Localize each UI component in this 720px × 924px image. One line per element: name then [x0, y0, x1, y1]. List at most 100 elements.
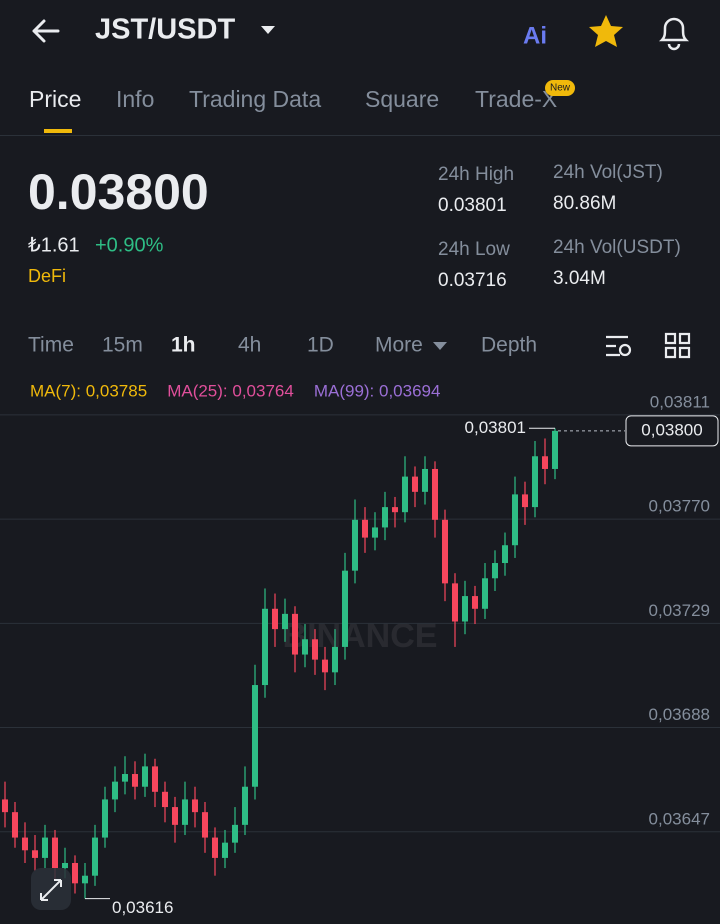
- candle-body: [102, 799, 108, 838]
- stat-value: 0.03801: [438, 195, 507, 216]
- candle-body: [532, 456, 538, 508]
- candle-body: [302, 639, 308, 655]
- candle-body: [372, 527, 378, 538]
- candle-body: [332, 646, 338, 673]
- tab[interactable]: Price: [29, 86, 81, 112]
- candle-body: [312, 639, 318, 660]
- candle-body: [482, 578, 488, 609]
- candle-body: [72, 862, 78, 884]
- candle-body: [522, 494, 528, 508]
- y-tick-label: 0,03770: [649, 497, 710, 516]
- candle-body: [22, 837, 28, 851]
- candle-body: [12, 812, 18, 838]
- y-tick-label: 0,03729: [649, 601, 710, 620]
- active-tab-indicator: [44, 129, 72, 133]
- back-button[interactable]: [32, 19, 60, 43]
- candle-body: [92, 837, 98, 876]
- candle-body: [112, 781, 118, 800]
- candle-body: [292, 613, 298, 655]
- favorite-star[interactable]: [589, 15, 623, 47]
- indicator-settings[interactable]: [606, 335, 628, 357]
- candle-body: [132, 774, 138, 787]
- candle-body: [512, 494, 518, 546]
- sector-tag[interactable]: DeFi: [28, 266, 66, 286]
- ma-legend: MA(99): 0,03694: [314, 381, 441, 400]
- candle-body: [542, 456, 548, 469]
- candle-body: [362, 519, 368, 538]
- candle-body: [252, 685, 258, 787]
- candlestick-chart: BINANCE0,038110,037700,037290,036880,036…: [0, 381, 720, 917]
- interval[interactable]: Depth: [481, 334, 537, 357]
- candle-body: [432, 468, 438, 520]
- divider: [0, 135, 720, 136]
- alert-bell[interactable]: [658, 17, 690, 51]
- candle-body: [422, 468, 428, 492]
- tab[interactable]: Square: [365, 86, 439, 112]
- interval[interactable]: Time: [28, 334, 74, 357]
- candle-body: [462, 596, 468, 622]
- candle-body: [552, 430, 558, 469]
- y-tick-label: 0,03811: [650, 392, 710, 411]
- more-caret[interactable]: [433, 342, 447, 350]
- stat-label: 24h Vol(JST): [553, 162, 663, 183]
- candle-body: [162, 791, 168, 808]
- candle-body: [382, 507, 388, 528]
- interval[interactable]: More: [375, 334, 423, 357]
- last-price-label: 0,03800: [641, 420, 702, 439]
- candle-body: [212, 837, 218, 858]
- candle-body: [82, 875, 88, 884]
- interval[interactable]: 4h: [238, 334, 261, 357]
- candle-body: [222, 842, 228, 858]
- ai-button[interactable]: Ai: [523, 22, 547, 49]
- candle-body: [62, 862, 68, 869]
- stat-label: 24h High: [438, 164, 514, 185]
- interval[interactable]: 1h: [171, 334, 196, 357]
- candle-body: [442, 519, 448, 584]
- last-price-box: [625, 415, 719, 447]
- new-badge-text: New: [550, 83, 571, 94]
- stat-label: 24h Low: [438, 239, 510, 260]
- ma-legend: MA(25): 0,03764: [167, 381, 294, 400]
- candle-body: [262, 608, 268, 686]
- candle-body: [32, 850, 38, 858]
- stat-value: 0.03716: [438, 270, 507, 291]
- tab[interactable]: Trading Data: [189, 86, 321, 112]
- candle-body: [472, 596, 478, 609]
- stat-label: 24h Vol(USDT): [553, 237, 681, 258]
- candle-body: [412, 476, 418, 492]
- candle-body: [402, 476, 408, 513]
- candle-body: [322, 659, 328, 673]
- candle-body: [352, 519, 358, 571]
- candle-body: [2, 799, 8, 813]
- interval[interactable]: 15m: [102, 334, 143, 357]
- new-badge: [545, 80, 575, 96]
- candle-body: [282, 613, 288, 630]
- low-label: 0,03616: [112, 898, 173, 917]
- candle-body: [52, 837, 58, 869]
- fullscreen-icon: [40, 879, 62, 901]
- candle-body: [392, 507, 398, 513]
- interval[interactable]: 1D: [307, 334, 334, 357]
- pair-title[interactable]: JST/USDT: [95, 14, 235, 46]
- tab[interactable]: Trade-X: [475, 86, 557, 112]
- candle-body: [42, 837, 48, 858]
- candle-body: [182, 799, 188, 825]
- fiat-price: ₺1.61: [28, 234, 80, 256]
- candle-body: [202, 812, 208, 838]
- stat-value: 3.04M: [553, 268, 606, 289]
- pair-dropdown[interactable]: [261, 26, 275, 34]
- candle-body: [122, 774, 128, 782]
- candle-body: [272, 608, 278, 630]
- indicator-settings-icon: [618, 343, 632, 357]
- y-tick-label: 0,03688: [649, 705, 710, 724]
- candle-body: [242, 786, 248, 825]
- tab[interactable]: Info: [116, 86, 154, 112]
- last-price: 0.03800: [28, 164, 209, 220]
- candle-body: [502, 545, 508, 564]
- candle-body: [152, 766, 158, 792]
- ma-legend: MA(7): 0,03785: [30, 381, 147, 400]
- layout-button[interactable]: [664, 332, 691, 359]
- candle-body: [192, 799, 198, 813]
